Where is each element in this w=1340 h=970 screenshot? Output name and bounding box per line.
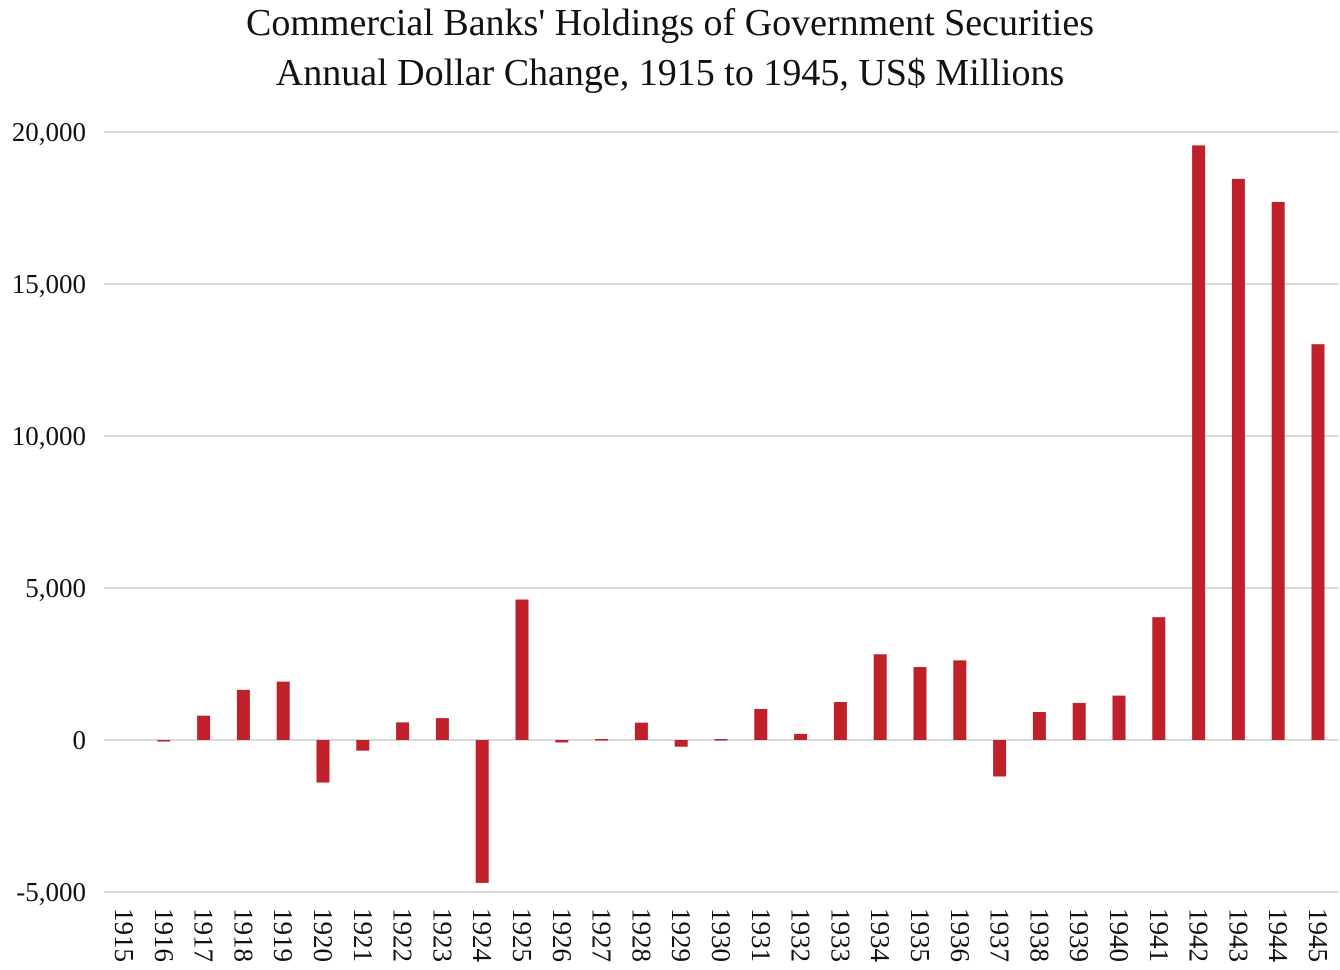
x-tick-label: 1935 — [905, 908, 935, 962]
bar — [1112, 695, 1126, 740]
x-tick-label: 1930 — [706, 908, 736, 962]
x-tick-label: 1937 — [985, 908, 1015, 962]
x-tick-label: 1933 — [825, 908, 855, 962]
bar — [1152, 617, 1166, 740]
x-tick-label: 1919 — [268, 908, 298, 962]
x-tick-label: 1939 — [1064, 908, 1094, 962]
x-tick-label: 1934 — [865, 908, 895, 963]
bar — [674, 740, 688, 747]
bar — [396, 722, 410, 740]
bar — [714, 739, 728, 741]
bar — [236, 689, 250, 740]
bar — [1072, 702, 1086, 740]
bar — [515, 599, 529, 740]
x-tick-label: 1923 — [427, 908, 457, 962]
x-tick-label: 1932 — [786, 908, 816, 962]
y-tick-label: 20,000 — [12, 117, 86, 147]
bar — [316, 740, 330, 783]
x-tick-label: 1944 — [1263, 908, 1293, 963]
bar — [475, 740, 489, 883]
y-tick-label: 0 — [73, 725, 87, 755]
x-tick-label: 1942 — [1184, 908, 1214, 962]
chart-title-line-1: Commercial Banks' Holdings of Government… — [246, 2, 1094, 44]
bar — [634, 722, 648, 740]
x-tick-label: 1929 — [666, 908, 696, 962]
x-tick-label: 1918 — [228, 908, 258, 962]
x-tick-label: 1927 — [587, 908, 617, 962]
bar — [555, 740, 569, 743]
x-tick-label: 1938 — [1024, 908, 1054, 962]
bar — [873, 654, 887, 740]
y-tick-label: 15,000 — [12, 269, 86, 299]
chart-title-line-2: Annual Dollar Change, 1915 to 1945, US$ … — [275, 52, 1065, 94]
bar — [1231, 178, 1245, 741]
bar — [833, 702, 847, 740]
bar — [913, 667, 927, 740]
x-tick-label: 1941 — [1144, 908, 1174, 962]
x-tick-label: 1928 — [626, 908, 656, 962]
x-tick-label: 1943 — [1223, 908, 1253, 962]
bar — [794, 733, 808, 740]
bar — [1311, 344, 1325, 740]
bar — [356, 740, 370, 751]
bar — [754, 708, 768, 740]
bar — [197, 715, 211, 740]
y-tick-label: 10,000 — [12, 421, 86, 451]
x-tick-label: 1925 — [507, 908, 537, 962]
x-tick-label: 1920 — [308, 908, 338, 962]
x-tick-label: 1936 — [945, 908, 975, 962]
x-tick-label: 1922 — [388, 908, 418, 962]
x-tick-label: 1915 — [109, 908, 139, 962]
x-tick-label: 1916 — [149, 908, 179, 962]
bar — [157, 740, 171, 742]
bar — [1032, 712, 1046, 740]
bar — [435, 718, 449, 740]
bar — [595, 739, 609, 741]
bar — [1192, 145, 1206, 741]
y-tick-label: -5,000 — [16, 877, 86, 907]
x-tick-label: 1940 — [1104, 908, 1134, 962]
x-tick-label: 1945 — [1303, 908, 1333, 962]
x-tick-label: 1921 — [348, 908, 378, 962]
x-tick-label: 1917 — [189, 908, 219, 962]
bar — [993, 740, 1007, 777]
bar — [1271, 201, 1285, 741]
y-tick-label: 5,000 — [25, 573, 86, 603]
bar — [276, 681, 290, 740]
x-tick-label: 1924 — [467, 908, 497, 963]
x-tick-label: 1926 — [547, 908, 577, 962]
bar — [953, 660, 967, 740]
x-tick-label: 1931 — [746, 908, 776, 962]
